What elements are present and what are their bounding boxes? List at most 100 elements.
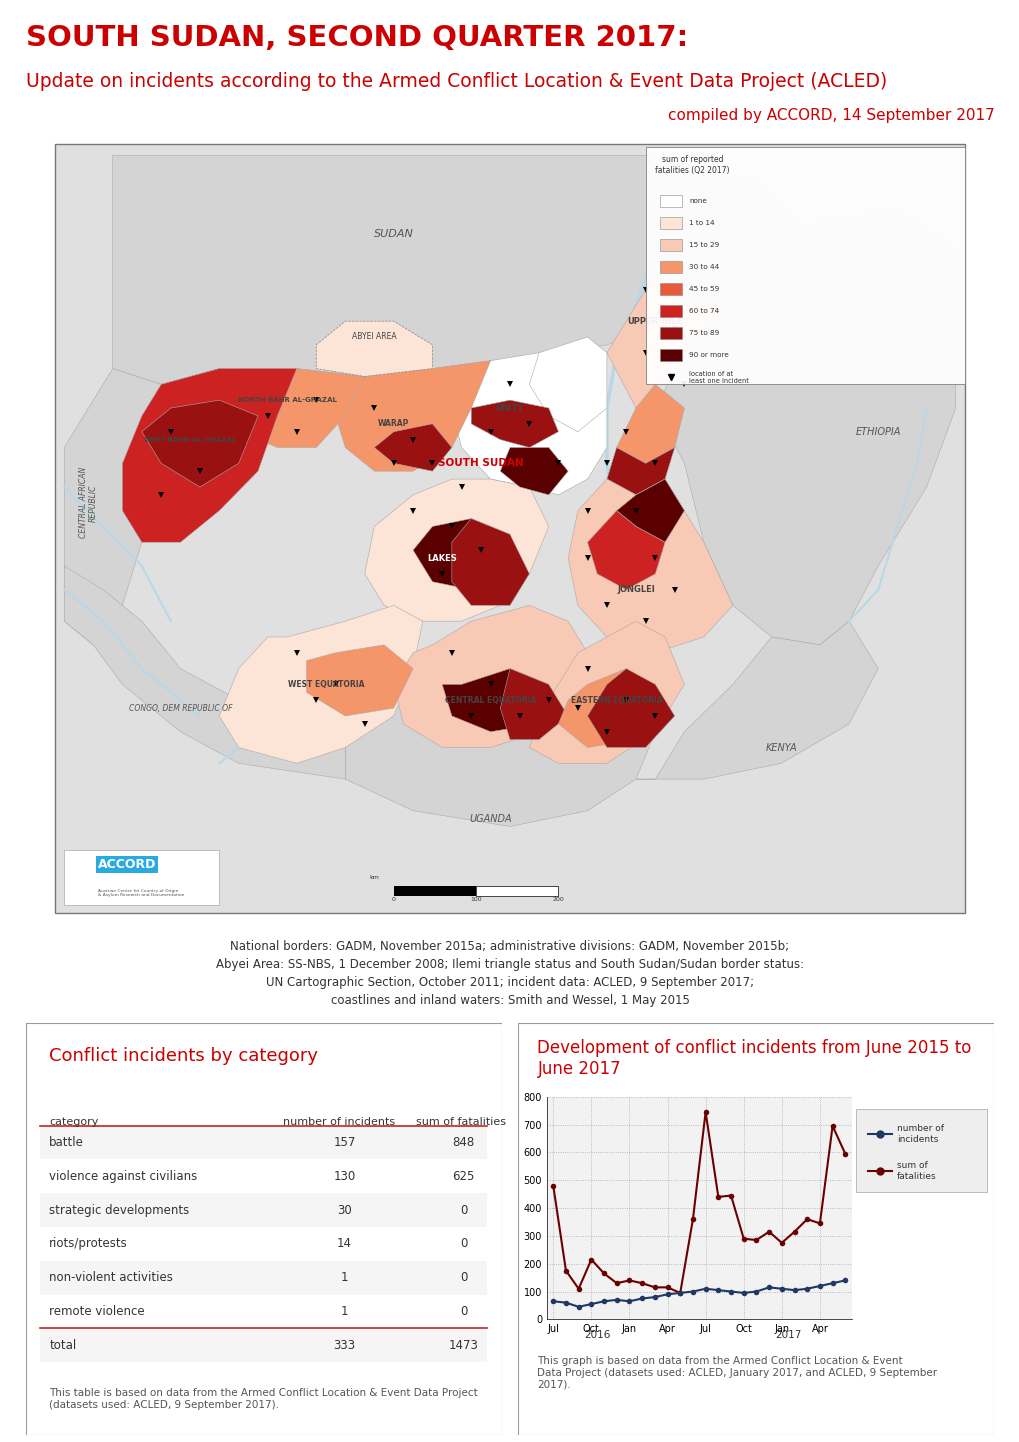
Polygon shape: [587, 510, 664, 590]
Polygon shape: [393, 606, 587, 747]
Text: SUDAN: SUDAN: [373, 229, 414, 239]
Text: category: category: [49, 1118, 99, 1128]
Text: riots/protests: riots/protests: [49, 1237, 128, 1250]
Polygon shape: [219, 369, 365, 447]
Polygon shape: [122, 369, 297, 542]
Bar: [40, 1328, 487, 1363]
Polygon shape: [636, 622, 877, 779]
Text: 1 to 14: 1 to 14: [689, 219, 714, 226]
FancyBboxPatch shape: [518, 1022, 994, 1435]
Text: Austrian Centre for Country of Origin
& Asylum Research and Documentation: Austrian Centre for Country of Origin & …: [98, 888, 184, 897]
FancyBboxPatch shape: [659, 261, 681, 273]
Polygon shape: [112, 156, 800, 385]
Text: 45 to 59: 45 to 59: [689, 286, 718, 293]
Polygon shape: [335, 360, 490, 472]
Bar: [40, 1159, 487, 1193]
Text: ACCORD: ACCORD: [98, 858, 156, 871]
FancyBboxPatch shape: [659, 327, 681, 339]
Polygon shape: [142, 399, 258, 487]
Bar: [40, 1227, 487, 1260]
Text: 30 to 44: 30 to 44: [689, 264, 718, 270]
Text: 2016: 2016: [584, 1330, 610, 1340]
Polygon shape: [471, 399, 558, 447]
Polygon shape: [500, 447, 568, 495]
Text: 15 to 29: 15 to 29: [689, 242, 718, 248]
Text: NORTH BAHR AL-GHAZAL: NORTH BAHR AL-GHAZAL: [237, 397, 336, 404]
Text: UPPER-NILE: UPPER-NILE: [627, 317, 683, 326]
Text: 0: 0: [460, 1305, 467, 1318]
FancyBboxPatch shape: [659, 195, 681, 206]
Polygon shape: [615, 385, 684, 463]
Text: UGANDA: UGANDA: [469, 813, 512, 823]
Text: 625: 625: [452, 1169, 474, 1182]
Text: CENTRAL EQUATORIA: CENTRAL EQUATORIA: [444, 695, 536, 705]
Polygon shape: [615, 479, 684, 542]
Polygon shape: [606, 274, 722, 408]
Text: This graph is based on data from the Armed Conflict Location & Event
Data Projec: This graph is based on data from the Arm…: [537, 1357, 936, 1390]
Text: 1: 1: [340, 1305, 347, 1318]
Bar: [40, 1260, 487, 1295]
FancyBboxPatch shape: [659, 283, 681, 296]
Polygon shape: [529, 337, 606, 431]
Text: 157: 157: [333, 1136, 356, 1149]
Text: KENYA: KENYA: [764, 743, 797, 753]
Bar: [40, 1295, 487, 1328]
Polygon shape: [558, 669, 655, 747]
Text: sum of
fatalities: sum of fatalities: [896, 1161, 935, 1181]
Text: 2017: 2017: [774, 1330, 801, 1340]
Polygon shape: [306, 645, 413, 715]
Text: WEST EQUATORIA: WEST EQUATORIA: [287, 679, 364, 689]
Text: 90 or more: 90 or more: [689, 352, 729, 359]
Text: battle: battle: [49, 1136, 85, 1149]
Text: This table is based on data from the Armed Conflict Location & Event Data Projec: This table is based on data from the Arm…: [49, 1389, 478, 1410]
Bar: [40, 1126, 487, 1159]
Text: km: km: [369, 875, 379, 881]
FancyBboxPatch shape: [64, 851, 219, 906]
Text: CENTRAL AFRICAN
REPUBLIC: CENTRAL AFRICAN REPUBLIC: [78, 467, 98, 538]
Polygon shape: [451, 519, 529, 606]
Text: Development of conflict incidents from June 2015 to
June 2017: Development of conflict incidents from J…: [537, 1040, 971, 1077]
Text: 14: 14: [336, 1237, 352, 1250]
Text: LAKES: LAKES: [427, 554, 457, 562]
Text: ABYEI AREA: ABYEI AREA: [352, 333, 396, 342]
Text: compiled by ACCORD, 14 September 2017: compiled by ACCORD, 14 September 2017: [667, 108, 994, 124]
Text: 60 to 74: 60 to 74: [689, 309, 718, 314]
Text: 0: 0: [460, 1272, 467, 1285]
Text: Update on incidents according to the Armed Conflict Location & Event Data Projec: Update on incidents according to the Arm…: [25, 72, 886, 91]
Text: EASTERN EQUATORIA: EASTERN EQUATORIA: [571, 695, 661, 705]
FancyBboxPatch shape: [25, 1022, 501, 1435]
Text: none: none: [689, 198, 706, 203]
Text: National borders: GADM, November 2015a; administrative divisions: GADM, November: National borders: GADM, November 2015a; …: [216, 940, 803, 1007]
Polygon shape: [451, 353, 606, 495]
FancyBboxPatch shape: [659, 349, 681, 362]
Polygon shape: [655, 211, 955, 645]
Polygon shape: [500, 669, 568, 740]
Text: 1: 1: [340, 1272, 347, 1285]
Text: 333: 333: [333, 1338, 356, 1351]
Text: 0: 0: [460, 1204, 467, 1217]
Text: Conflict incidents by category: Conflict incidents by category: [49, 1047, 318, 1066]
Text: total: total: [49, 1338, 76, 1351]
FancyBboxPatch shape: [645, 147, 964, 385]
FancyBboxPatch shape: [659, 239, 681, 251]
Text: number of
incidents: number of incidents: [896, 1125, 943, 1144]
Polygon shape: [64, 369, 219, 645]
Text: remote violence: remote violence: [49, 1305, 145, 1318]
Text: 100: 100: [470, 897, 481, 901]
Polygon shape: [442, 669, 548, 731]
Text: sum of fatalities: sum of fatalities: [416, 1118, 505, 1128]
FancyBboxPatch shape: [55, 144, 964, 913]
FancyBboxPatch shape: [659, 216, 681, 229]
Polygon shape: [316, 322, 432, 376]
Text: violence against civilians: violence against civilians: [49, 1169, 198, 1182]
Text: WARAP: WARAP: [378, 420, 409, 428]
Text: 130: 130: [333, 1169, 356, 1182]
Text: UNITY: UNITY: [495, 404, 524, 412]
Text: 1473: 1473: [448, 1338, 478, 1351]
Polygon shape: [64, 565, 345, 779]
Bar: [40, 1193, 487, 1227]
Text: non-violent activities: non-violent activities: [49, 1272, 173, 1285]
Text: 848: 848: [452, 1136, 474, 1149]
Text: strategic developments: strategic developments: [49, 1204, 190, 1217]
Text: 0: 0: [460, 1237, 467, 1250]
